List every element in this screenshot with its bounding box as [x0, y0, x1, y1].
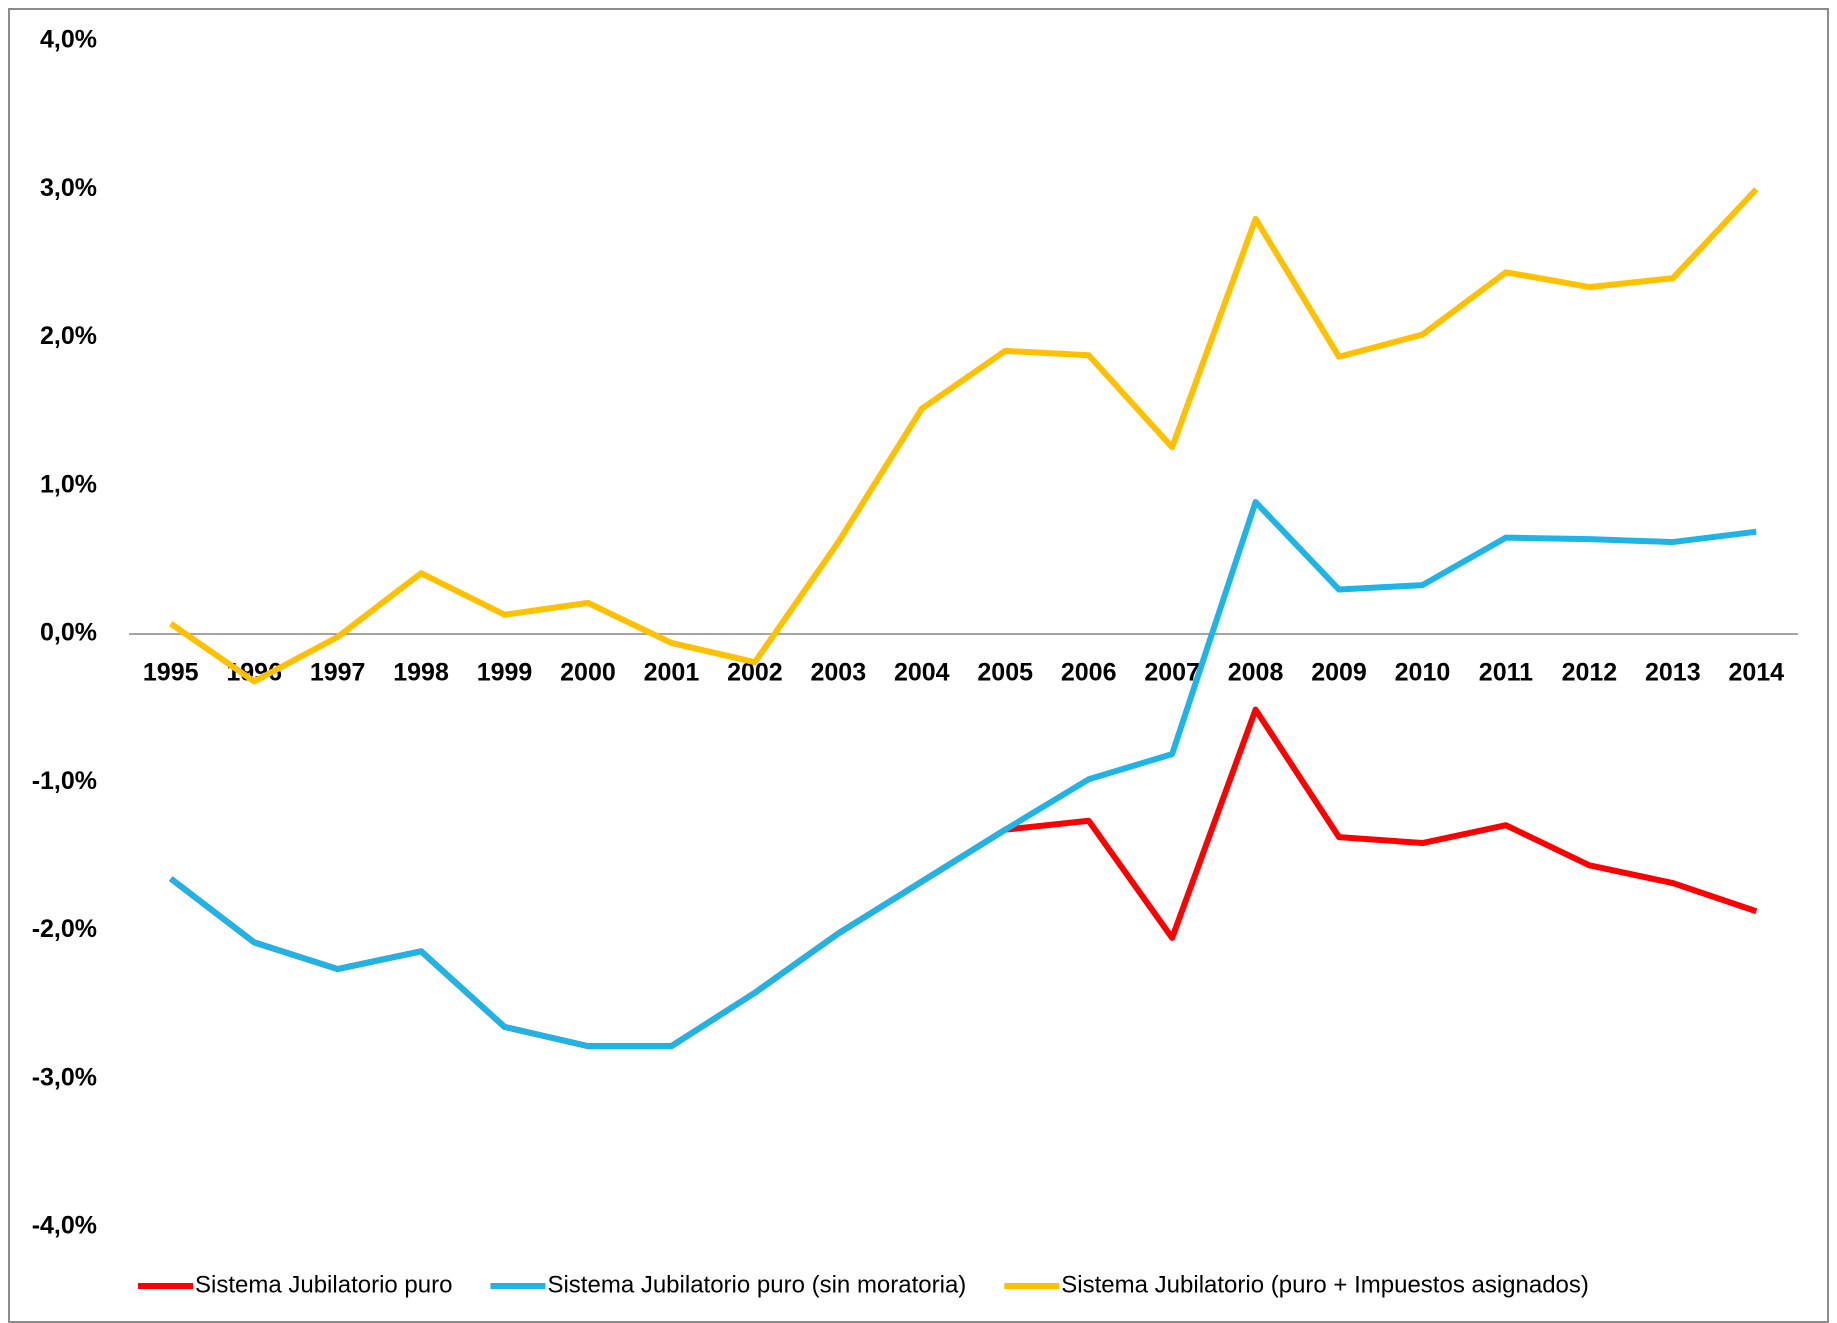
y-tick-label: 3,0% — [40, 174, 97, 202]
x-tick-label: 1995 — [143, 659, 199, 687]
series-line — [169, 187, 1759, 685]
x-tick-label: 2004 — [894, 659, 950, 687]
x-tick-label: 2012 — [1562, 659, 1618, 687]
y-tick-label: 0,0% — [40, 619, 97, 647]
x-tick-label: 2003 — [811, 659, 867, 687]
y-tick-label: 4,0% — [40, 26, 97, 54]
x-tick-label: 1999 — [477, 659, 533, 687]
x-tick-label: 2005 — [977, 659, 1033, 687]
x-tick-label: 2010 — [1395, 659, 1451, 687]
x-tick-label: 2009 — [1311, 659, 1367, 687]
legend-label: Sistema Jubilatorio (puro + Impuestos as… — [1061, 1271, 1589, 1298]
y-tick-label: -4,0% — [32, 1212, 97, 1240]
x-tick-label: 2007 — [1144, 659, 1200, 687]
y-tick-label: 2,0% — [40, 322, 97, 350]
x-tick-label: 1998 — [393, 659, 449, 687]
y-tick-label: -2,0% — [32, 915, 97, 943]
x-tick-label: 2001 — [644, 659, 700, 687]
x-tick-label: 1997 — [310, 659, 366, 687]
x-tick-label: 2000 — [560, 659, 616, 687]
x-tick-label: 2013 — [1645, 659, 1701, 687]
x-tick-label: 2014 — [1728, 659, 1784, 687]
y-tick-label: 1,0% — [40, 470, 97, 498]
y-tick-label: -1,0% — [32, 767, 97, 795]
legend-label: Sistema Jubilatorio puro — [195, 1271, 452, 1298]
y-tick-label: -3,0% — [32, 1063, 97, 1091]
legend-label: Sistema Jubilatorio puro (sin moratoria) — [547, 1271, 966, 1298]
series-line — [168, 499, 1757, 1050]
x-tick-label: 2011 — [1479, 659, 1533, 687]
chart-border — [8, 8, 1829, 1323]
x-tick-label: 2006 — [1061, 659, 1117, 687]
x-tick-label: 2008 — [1228, 659, 1284, 687]
